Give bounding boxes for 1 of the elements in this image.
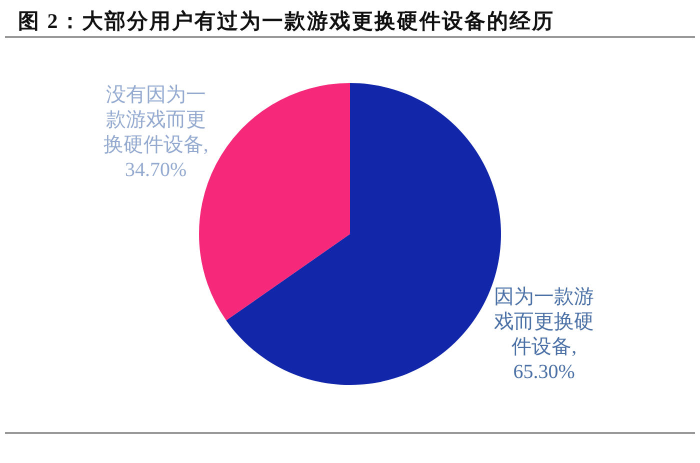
title: 图 2：大部分用户有过为一款游戏更换硬件设备的经历 [18, 9, 554, 33]
